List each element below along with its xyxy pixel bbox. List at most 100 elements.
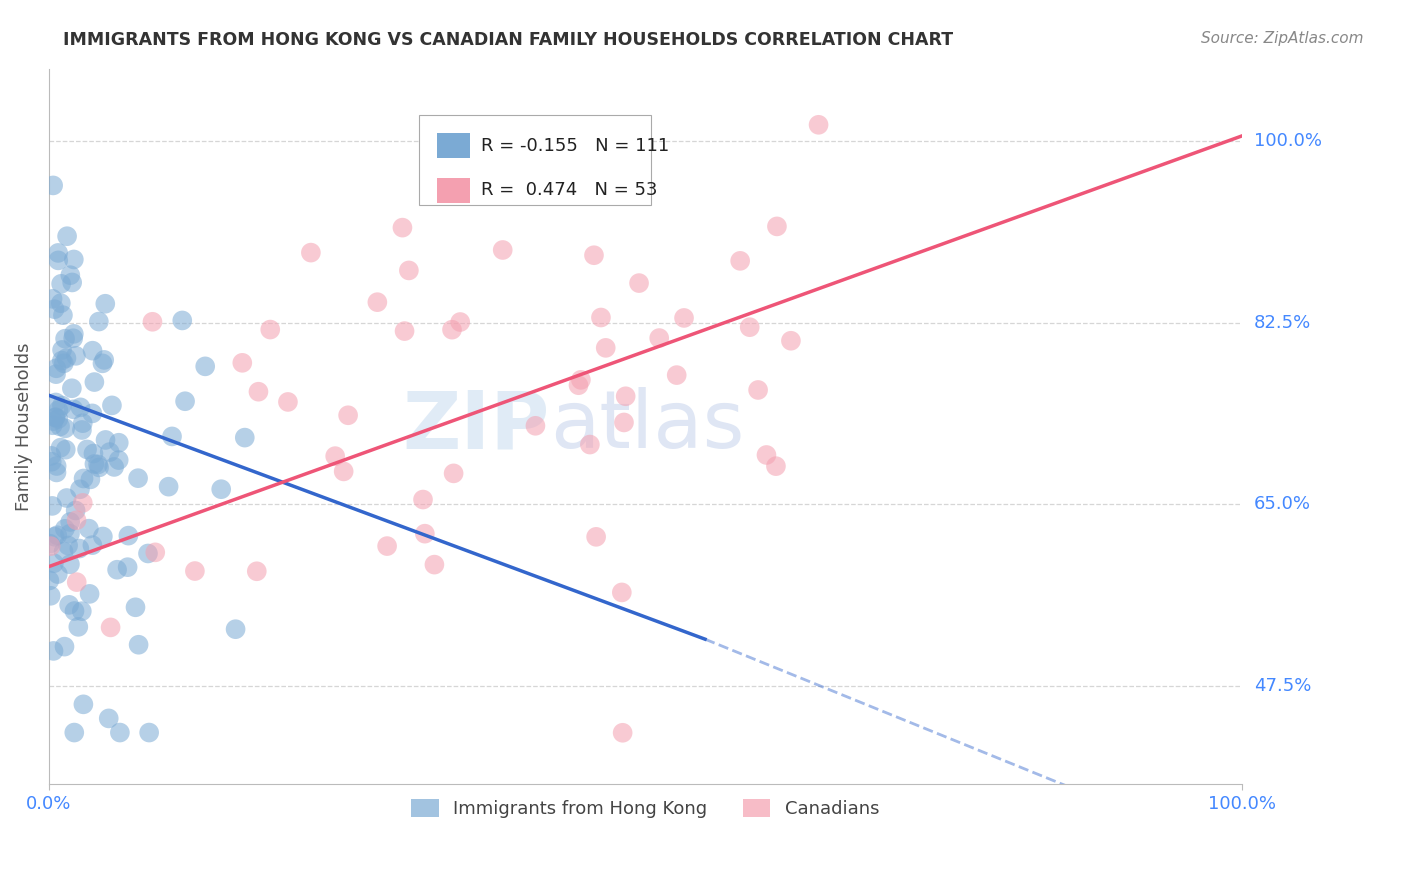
Point [225, 622, 247, 636]
Point [728, 253, 751, 268]
Point [60, 276, 83, 290]
Point [39, 589, 62, 603]
Point [41, 292, 63, 306]
Point [45, 367, 67, 381]
Point [579, 437, 602, 451]
Point [69, 483, 91, 497]
Point [412, 492, 434, 507]
Point [44, 530, 66, 544]
Point [127, 471, 149, 485]
Point [117, 560, 139, 574]
Point [138, 725, 160, 739]
Point [157, 480, 180, 494]
Point [585, 530, 607, 544]
Point [94, 433, 117, 447]
Point [72, 471, 94, 485]
Point [42, 178, 65, 193]
Point [44, 302, 66, 317]
Point [60, 381, 83, 395]
Point [231, 356, 253, 370]
Point [42, 556, 65, 570]
Point [49, 419, 72, 434]
Text: 100.0%: 100.0% [1254, 132, 1322, 150]
Point [51, 343, 73, 357]
Point [97, 711, 120, 725]
Point [87, 460, 110, 475]
Point [87, 458, 110, 472]
Point [108, 725, 131, 739]
Point [63, 326, 86, 341]
Point [107, 453, 129, 467]
Point [51, 399, 73, 413]
Text: 47.5%: 47.5% [1254, 677, 1312, 695]
Point [44, 410, 66, 425]
Point [332, 464, 354, 478]
Point [53, 332, 76, 346]
Point [41, 499, 63, 513]
Text: 65.0%: 65.0% [1254, 495, 1310, 513]
Point [766, 219, 789, 234]
Point [83, 457, 105, 471]
Point [259, 322, 281, 336]
Point [107, 435, 129, 450]
Point [39, 539, 62, 553]
Point [613, 416, 636, 430]
Point [569, 373, 592, 387]
Point [209, 482, 232, 496]
Point [56, 539, 79, 553]
Point [59, 558, 82, 572]
Point [42, 644, 65, 658]
Point [780, 334, 803, 348]
Point [82, 446, 104, 460]
Point [648, 331, 671, 345]
Point [299, 245, 322, 260]
Point [63, 252, 86, 267]
Point [39, 537, 62, 551]
Point [595, 341, 617, 355]
Point [246, 564, 269, 578]
Point [673, 310, 696, 325]
Point [612, 725, 634, 739]
Point [628, 276, 651, 290]
Point [79, 472, 101, 486]
Point [45, 395, 67, 409]
Point [45, 410, 67, 425]
Y-axis label: Family Households: Family Households [15, 343, 32, 511]
Point [41, 455, 63, 469]
Point [323, 449, 346, 463]
Point [94, 297, 117, 311]
Point [45, 361, 67, 376]
Point [66, 575, 89, 590]
Point [67, 620, 90, 634]
Point [82, 343, 104, 358]
FancyBboxPatch shape [419, 115, 651, 204]
Point [76, 442, 98, 457]
Point [72, 416, 94, 430]
Legend: Immigrants from Hong Kong, Canadians: Immigrants from Hong Kong, Canadians [405, 792, 887, 825]
Text: R = -0.155   N = 111: R = -0.155 N = 111 [481, 136, 669, 155]
Point [184, 564, 207, 578]
Point [79, 587, 101, 601]
Point [52, 544, 75, 558]
Point [440, 323, 463, 337]
Point [58, 598, 80, 612]
Point [46, 567, 69, 582]
Text: ZIP: ZIP [402, 387, 550, 466]
Point [39, 449, 62, 463]
Point [174, 394, 197, 409]
Point [103, 459, 125, 474]
Point [337, 409, 360, 423]
Point [87, 315, 110, 329]
Point [394, 324, 416, 338]
Point [93, 352, 115, 367]
Point [582, 248, 605, 262]
Point [160, 429, 183, 443]
Point [91, 356, 114, 370]
Point [45, 466, 67, 480]
Point [391, 220, 413, 235]
Point [366, 295, 388, 310]
Point [738, 320, 761, 334]
Point [172, 313, 194, 327]
Point [65, 513, 87, 527]
Point [128, 638, 150, 652]
